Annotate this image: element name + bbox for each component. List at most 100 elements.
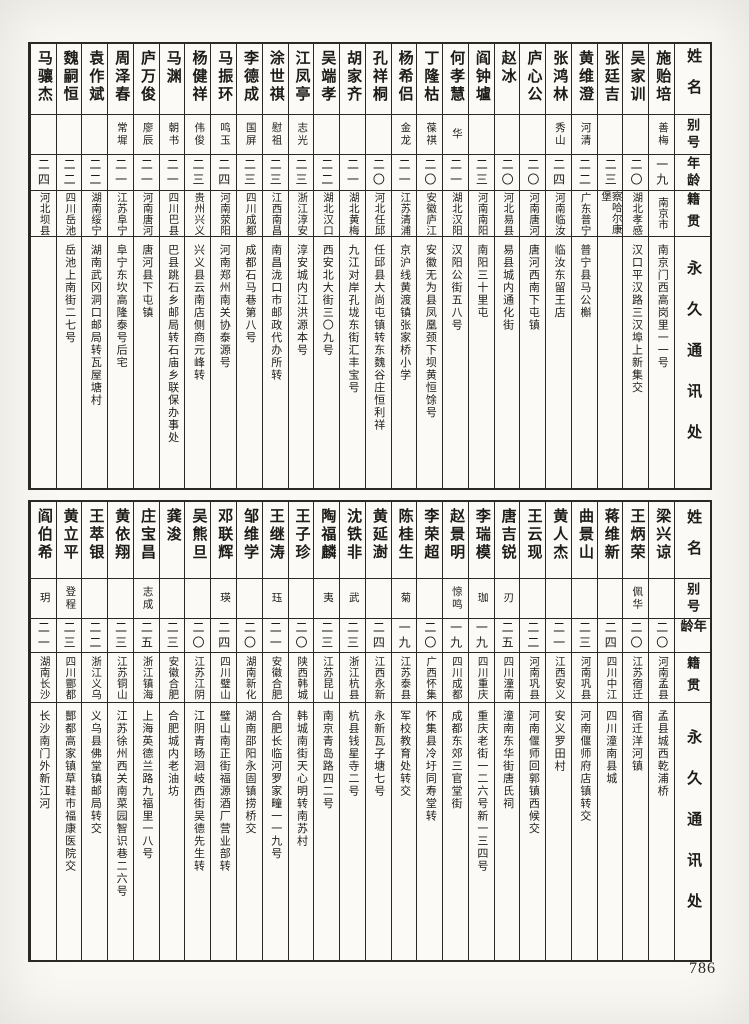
name-cell-text: 陶福麟	[319, 508, 336, 562]
alias-cell	[159, 578, 185, 618]
age-cell: 二〇	[623, 618, 649, 652]
name-cell: 涂世祺	[263, 44, 288, 114]
name-cell: 李荣超	[417, 502, 442, 578]
age-cell: 二三	[468, 154, 494, 190]
entry-column: 曲景山 二三 河南巩县 河南偃师府店镇转交	[570, 502, 597, 960]
native-place-cell-text: 江苏江阴	[193, 655, 205, 700]
alias-cell	[185, 578, 211, 618]
native-place-cell: 河北易县	[494, 190, 520, 236]
alias-cell	[546, 578, 571, 618]
column-header-age: 年龄	[675, 154, 710, 190]
name-cell: 梁兴谅	[649, 502, 674, 578]
name-cell-text: 涂世祺	[267, 50, 284, 104]
entry-column: 庐万俊 廖辰 二一 河南唐河 唐河县下屯镇	[132, 44, 159, 488]
age-cell-text: 二〇	[628, 157, 643, 188]
alias-cell	[314, 114, 340, 154]
column-header-name: 姓名	[675, 502, 710, 578]
address-cell: 义乌县佛堂镇邮局转交	[82, 702, 108, 960]
age-cell: 二〇	[494, 154, 520, 190]
alias-cell	[597, 114, 623, 154]
name-cell: 王云现	[520, 502, 545, 578]
age-cell: 二三	[597, 154, 623, 190]
name-cell: 邹维学	[237, 502, 262, 578]
address-cell-text: 兴义县云南店侧商元峰转	[192, 244, 205, 382]
alias-cell: 慰祖	[262, 114, 288, 154]
address-cell-text: 湖南邵阳永固镇捞桥交	[243, 710, 256, 835]
entry-column: 黄立平 登程 二三 四川酆都 酆都高家镇草鞋市福康医院交	[55, 502, 82, 960]
name-cell-text: 李德成	[242, 50, 259, 104]
address-cell-text: 唐河西南下屯镇	[527, 244, 540, 332]
entry-column: 黄依翔 二三 江苏铜山 江苏徐州西关南菜园智识巷二六号	[107, 502, 133, 960]
native-place-cell-text: 湖南长沙	[38, 655, 50, 700]
address-cell: 南阳三十里屯	[468, 236, 494, 488]
name-cell: 张廷吉	[598, 44, 623, 114]
address-cell: 湖南邵阳永固镇捞桥交	[236, 702, 262, 960]
age-cell-text: 二一	[139, 157, 154, 188]
age-cell-text: 二三	[474, 157, 489, 188]
native-place-cell: 江西南昌	[262, 190, 288, 236]
age-cell: 二〇	[417, 154, 443, 190]
native-place-cell-text: 四川璧山	[218, 655, 230, 700]
name-cell-text: 曲景山	[576, 508, 593, 562]
address-cell-text: 唐河县下屯镇	[140, 244, 153, 319]
alias-cell-text: 登程	[64, 586, 76, 611]
name-cell-text: 马骧杰	[35, 50, 52, 104]
native-place-cell: 江苏清浦	[391, 190, 417, 236]
alias-cell: 玥	[30, 578, 56, 618]
address-cell-text: 杭县钱星寺二号	[347, 710, 360, 798]
age-cell: 二五	[133, 618, 159, 652]
alias-cell-text: 国屏	[244, 122, 256, 147]
age-cell-text: 二二	[525, 620, 540, 651]
column-header-age-text: 年龄	[685, 155, 701, 190]
native-place-cell-text: 河南荥阳	[218, 191, 230, 236]
name-cell: 王继涛	[263, 502, 288, 578]
native-place-cell-text: 四川重庆	[476, 655, 488, 700]
age-cell: 二一	[546, 618, 571, 652]
entry-column: 黄延澍 二四 江西永新 永新瓦子塘七号	[364, 502, 391, 960]
age-cell-text: 二三	[165, 620, 180, 651]
age-cell-text: 二四	[216, 620, 231, 651]
age-cell: 二一	[443, 154, 468, 190]
column-header-age: 年龄	[675, 618, 710, 652]
name-cell-text: 吴端孝	[319, 50, 336, 104]
alias-cell-text: 金龙	[399, 122, 411, 147]
address-cell-text: 汉口平汉路三汉埠上新集交	[630, 244, 643, 394]
native-place-cell: 河南临汝	[546, 190, 571, 236]
entry-column: 邹维学 二〇 湖南新化 湖南邵阳永固镇捞桥交	[235, 502, 262, 960]
entry-column: 赵景明 惊鸣 一九 四川成都 成都东郊三官堂街	[442, 502, 468, 960]
alias-cell-text: 刃	[502, 592, 514, 605]
name-cell-text: 王萃银	[87, 508, 104, 562]
age-cell-text: 二〇	[422, 157, 437, 188]
age-cell-text: 二四	[603, 620, 618, 651]
column-header-address: 永久通讯处	[675, 236, 710, 488]
name-cell-text: 马渊	[164, 50, 181, 86]
age-cell-text: 二〇	[525, 157, 540, 188]
address-cell-text: 九江对岸孔垅东街汇丰宝号	[347, 244, 360, 394]
alias-cell-text: 常墀	[115, 122, 127, 147]
column-header-alias-text: 别号	[685, 581, 701, 616]
name-cell: 龚浚	[160, 502, 185, 578]
address-cell-text: 军校教育处转交	[398, 710, 411, 798]
alias-cell	[417, 578, 443, 618]
age-cell: 二三	[236, 154, 262, 190]
address-cell-text: 成都东郊三官堂街	[450, 710, 463, 810]
alias-cell	[623, 114, 649, 154]
address-cell: 杭县钱星寺二号	[340, 702, 365, 960]
native-place-cell-text: 察哈尔康堡	[600, 191, 622, 235]
alias-cell-text: 廖辰	[141, 122, 153, 147]
address-cell: 淳安城内江洪源本号	[288, 236, 314, 488]
address-cell-text: 淳安城内江洪源本号	[295, 244, 308, 357]
name-cell-text: 黄维澄	[576, 50, 593, 104]
column-header-address-text: 永久通讯处	[685, 729, 702, 934]
native-place-cell-text: 南京市	[656, 197, 668, 230]
alias-cell-text: 玥	[38, 592, 50, 605]
address-cell: 重庆老街一二六号新一三四号	[468, 702, 494, 960]
entry-column: 涂世祺 慰祖 二三 江西南昌 南昌泷口市邮政代办所转	[261, 44, 288, 488]
address-cell: 河南偃师府店镇转交	[571, 702, 597, 960]
entry-column: 马渊 朝书 二一 四川巴县 巴县跳石乡邮局转石庙乡联保办事处	[158, 44, 185, 488]
name-cell: 袁作斌	[82, 44, 107, 114]
entry-column: 孔祥桐 二〇 河北任邱 任邱县大尚屯镇转东魏谷庄恒利祥	[364, 44, 391, 488]
name-cell-text: 黄延澍	[370, 508, 387, 562]
native-place-cell: 湖北汉口	[314, 190, 340, 236]
alias-cell: 金龙	[391, 114, 417, 154]
